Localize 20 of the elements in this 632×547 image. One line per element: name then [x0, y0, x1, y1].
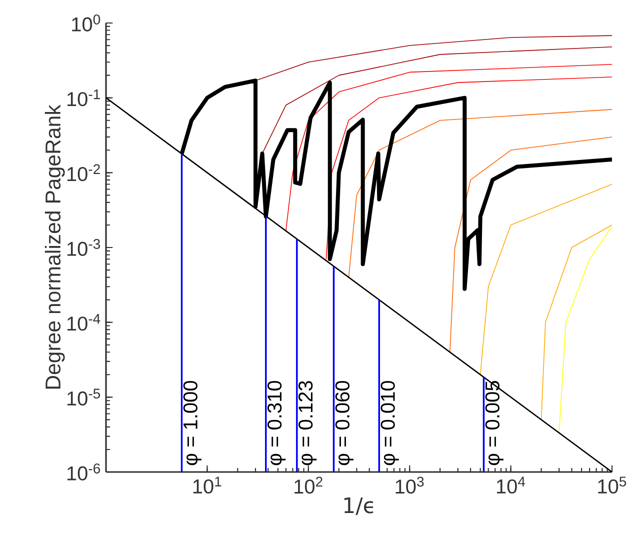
annotation: φ = 1.000: [183, 380, 202, 466]
y-tick-label: 10$^{-5}$: [67, 388, 100, 406]
y-tick-label: 10$^{-4}$: [67, 314, 100, 331]
y-axis-title: Degree normalized PageRank: [44, 104, 65, 389]
annotation: φ = 0.010: [380, 380, 399, 466]
x-tick-label: 10$^{2}$: [294, 476, 322, 494]
y-tick-label: 10$^{-3}$: [67, 239, 100, 256]
annotation: φ = 0.060: [335, 380, 354, 466]
annotation: φ = 0.123: [298, 381, 317, 466]
x-tick-label: 10$^{3}$: [396, 476, 424, 494]
x-axis-title: 1/ϵ: [344, 497, 374, 516]
y-tick-label: 10$^{-1}$: [67, 89, 100, 106]
annotation: φ = 0.310: [267, 380, 286, 466]
x-tick-label: 10$^{4}$: [496, 476, 526, 494]
annotation: φ = 0.005: [485, 381, 504, 466]
x-tick-label: 10$^{5}$: [598, 476, 626, 494]
y-tick-label: 10$^{0}$: [72, 14, 100, 32]
y-tick-label: 10$^{-6}$: [67, 464, 100, 480]
y-tick-label: 10$^{-2}$: [67, 164, 100, 182]
x-tick-label: 10$^{1}$: [193, 476, 222, 494]
